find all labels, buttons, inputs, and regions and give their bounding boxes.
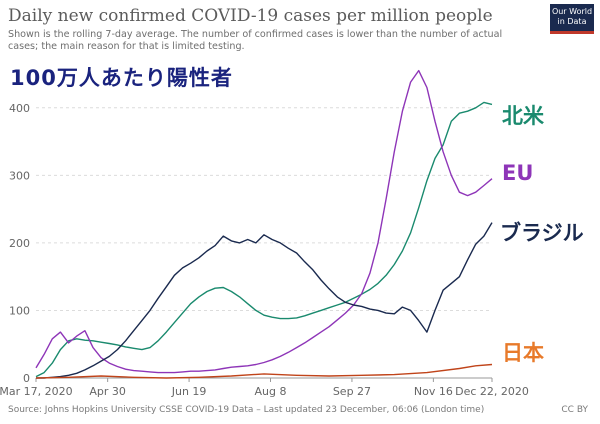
series-label-brazil: ブラジル: [500, 221, 584, 245]
chart-title: Daily new confirmed COVID-19 cases per m…: [8, 6, 493, 26]
series-label-hokubei: 北米: [502, 104, 545, 128]
series-line-0: [35, 101, 493, 378]
annotation-title: 100万人あたり陽性者: [10, 66, 233, 90]
x-tick-label: Sep 27: [333, 385, 371, 398]
x-tick-label: Aug 8: [255, 385, 287, 398]
y-tick-label: 100: [9, 304, 30, 317]
series-line-3: [35, 363, 493, 379]
owid-logo[interactable]: Our World in Data: [550, 4, 594, 34]
y-tick-label: 0: [23, 372, 30, 385]
x-tick-label: Apr 30: [89, 385, 126, 398]
x-tick-label: Nov 16: [414, 385, 453, 398]
x-tick-label: Dec 22, 2020: [455, 385, 529, 398]
chart-subtitle: Shown is the rolling 7-day average. The …: [8, 29, 503, 52]
logo-line-2: in Data: [557, 17, 587, 26]
series-line-2: [36, 222, 493, 379]
series-line-1: [35, 69, 493, 374]
series-label-japan: 日本: [502, 341, 544, 365]
y-tick-label: 400: [9, 102, 30, 115]
license-link[interactable]: CC BY: [561, 405, 588, 415]
source-note: Source: Johns Hopkins University CSSE CO…: [8, 405, 485, 415]
y-tick-label: 200: [9, 237, 30, 250]
x-tick-label: Jun 19: [171, 385, 207, 398]
logo-line-1: Our World: [551, 7, 593, 16]
x-tick-label: Mar 17, 2020: [0, 385, 73, 398]
y-tick-label: 300: [9, 169, 30, 182]
series-label-eu: EU: [502, 161, 533, 185]
